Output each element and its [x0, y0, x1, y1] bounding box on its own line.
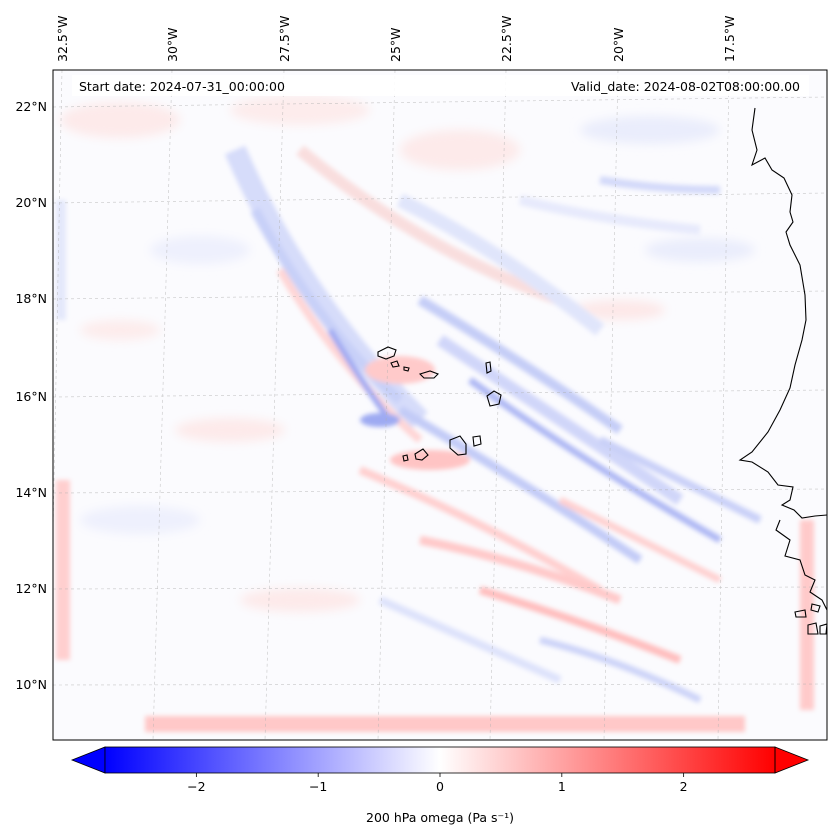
lat-label: 10°N [15, 677, 47, 692]
island-santo-antao [377, 346, 397, 360]
island-fogo [414, 448, 429, 461]
guinea-coastline [775, 519, 827, 611]
colorbar-extend-high [774, 746, 810, 774]
map-panel: Start date: 2024-07-31_00:00:00 Valid_da… [52, 69, 828, 741]
island-brava [402, 454, 409, 462]
lon-label: 32.5°W [55, 16, 70, 62]
lat-label: 16°N [15, 389, 47, 404]
colorbar-gradient [105, 747, 775, 773]
lat-label: 22°N [15, 99, 47, 114]
longitude-labels: 32.5°W 30°W 27.5°W 25°W 22.5°W 20°W 17.5… [55, 16, 737, 62]
gridlines [53, 70, 827, 740]
colorbar-tick-label: 1 [558, 779, 566, 794]
lat-label: 18°N [15, 291, 47, 306]
lon-label: 22.5°W [499, 16, 514, 62]
omega-boundary-zone [56, 200, 814, 732]
lon-label: 30°W [165, 27, 180, 62]
lon-label: 25°W [388, 27, 403, 62]
island-maio [472, 435, 482, 447]
colorbar-tick-label: 0 [436, 779, 444, 794]
start-date-label: Start date: 2024-07-31_00:00:00 [79, 79, 285, 94]
bijagos-islands [794, 603, 827, 635]
colorbar-tick-label: 2 [680, 779, 688, 794]
lon-label: 27.5°W [277, 16, 292, 62]
valid-date-label: Valid_date: 2024-08-02T08:00:00.00 [571, 79, 800, 94]
colorbar-tick-label: −1 [309, 779, 327, 794]
colorbar-ticks: −2 −1 0 1 2 [187, 773, 688, 794]
island-boa-vista [486, 390, 502, 407]
africa-coastline [738, 107, 827, 519]
lon-label: 20°W [611, 27, 626, 62]
map-background [53, 70, 827, 740]
island-sao-nicolau [418, 370, 439, 379]
colorbar: −2 −1 0 1 2 200 hPa omega (Pa s⁻¹) [70, 746, 810, 825]
island-santa-luzia [403, 366, 410, 372]
omega-background-texture [60, 95, 755, 612]
lat-label: 14°N [15, 485, 47, 500]
island-sal [485, 361, 492, 374]
island-santiago [449, 435, 467, 456]
latitude-labels: 22°N 20°N 18°N 16°N 14°N 12°N 10°N [15, 99, 47, 692]
omega-streaks [224, 145, 762, 704]
coastlines [377, 107, 827, 635]
colorbar-label: 200 hPa omega (Pa s⁻¹) [366, 810, 514, 825]
omega-field [56, 95, 814, 732]
colorbar-extend-low [70, 746, 106, 774]
colorbar-tick-label: −2 [187, 779, 205, 794]
lat-label: 12°N [15, 581, 47, 596]
island-sao-vicente [390, 360, 400, 368]
date-label-backdrop [72, 75, 809, 96]
lat-label: 20°N [15, 195, 47, 210]
lon-label: 17.5°W [722, 16, 737, 62]
map-frame [52, 69, 828, 741]
